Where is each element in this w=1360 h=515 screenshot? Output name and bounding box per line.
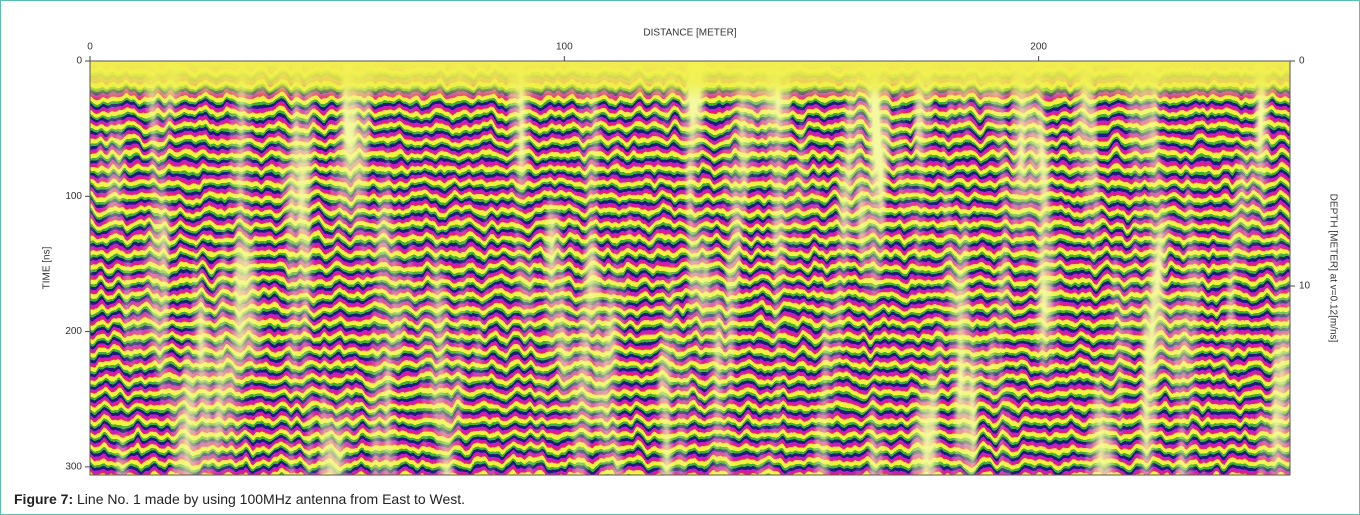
caption-text: Line No. 1 made by using 100MHz antenna …: [77, 491, 465, 507]
surface-zone: [90, 61, 1290, 101]
radargram-image: [70, 50, 1310, 485]
x-tick-label: 0: [87, 42, 93, 53]
y2-tick-label: 10: [1299, 281, 1311, 292]
y2-axis-label: DEPTH [METER] at v=0.12[m/ns]: [1327, 194, 1338, 343]
y-tick-label: 300: [65, 462, 82, 473]
y-tick-label: 0: [76, 56, 82, 67]
y2-tick-label: 0: [1299, 56, 1305, 67]
noise-patches: [90, 61, 1290, 475]
chart: DISTANCE [METER] TIME [ns] DEPTH [METER]…: [0, 0, 1360, 485]
y-tick-label: 200: [65, 326, 82, 337]
page: DISTANCE [METER] TIME [ns] DEPTH [METER]…: [0, 0, 1360, 515]
caption: Figure 7: Line No. 1 made by using 100MH…: [14, 491, 465, 507]
x-tick-label: 100: [556, 42, 573, 53]
x-tick-label: 200: [1030, 42, 1047, 53]
caption-label: Figure 7:: [14, 491, 73, 507]
x-axis-label: DISTANCE [METER]: [643, 28, 736, 39]
y-axis-label: TIME [ns]: [42, 246, 53, 289]
y-tick-label: 100: [65, 191, 82, 202]
